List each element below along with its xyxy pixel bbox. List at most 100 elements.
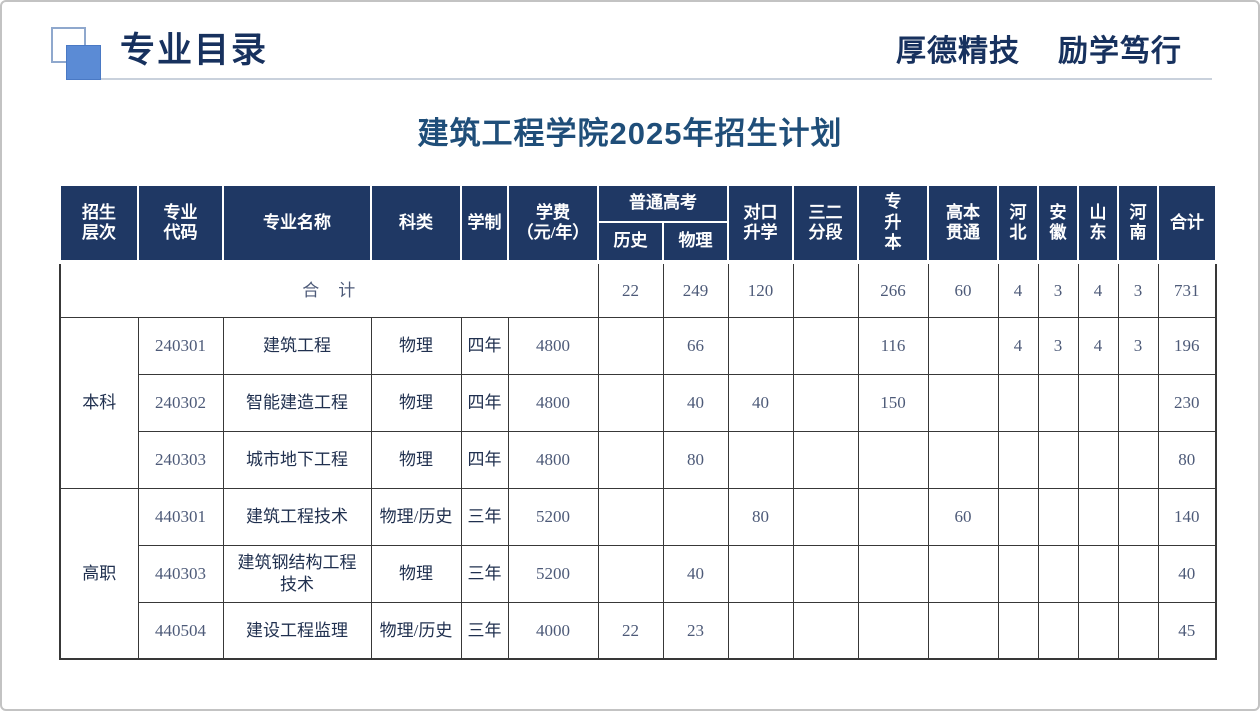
cell bbox=[727, 430, 794, 489]
col-header-sanerduan: 三二 分段 bbox=[792, 184, 859, 262]
cell bbox=[1037, 601, 1079, 660]
cell bbox=[1077, 487, 1119, 546]
col-header-tuition: 学费 （元/年） bbox=[507, 184, 599, 262]
cell-tuition: 4800 bbox=[507, 373, 599, 432]
cell bbox=[997, 487, 1039, 546]
cell bbox=[927, 544, 999, 603]
cell-category: 物理/历史 bbox=[370, 487, 462, 546]
cell bbox=[1117, 487, 1159, 546]
table-row: 高职 440301 建筑工程技术 物理/历史 三年 5200 80 60 140 bbox=[59, 487, 1217, 660]
col-header-anhui: 安 徽 bbox=[1037, 184, 1079, 262]
col-header-henan: 河 南 bbox=[1117, 184, 1159, 262]
col-header-duration: 学制 bbox=[460, 184, 509, 262]
cell bbox=[857, 487, 929, 546]
cell bbox=[1077, 601, 1119, 660]
col-header-category: 科类 bbox=[370, 184, 462, 262]
cell: 4 bbox=[1077, 264, 1119, 318]
cell: 3 bbox=[1037, 264, 1079, 318]
table-row-total: 合 计 22 249 120 266 60 4 3 4 3 731 bbox=[59, 264, 1217, 318]
cell: 23 bbox=[662, 601, 729, 660]
cell: 266 bbox=[857, 264, 929, 318]
cell: 120 bbox=[727, 264, 794, 318]
cell bbox=[792, 316, 859, 375]
cell bbox=[997, 373, 1039, 432]
cell bbox=[1117, 601, 1159, 660]
cell: 80 bbox=[1157, 430, 1217, 489]
cell: 4 bbox=[997, 316, 1039, 375]
cell bbox=[927, 373, 999, 432]
col-header-level: 招生 层次 bbox=[59, 184, 139, 262]
table-row: 240303 城市地下工程 物理 四年 4800 80 80 bbox=[60, 430, 1217, 489]
cell-tuition: 5200 bbox=[507, 544, 599, 603]
cell-name: 建筑工程技术 bbox=[222, 487, 372, 546]
cell-code: 240302 bbox=[137, 373, 224, 432]
col-header-code: 专业 代码 bbox=[137, 184, 224, 262]
table-row: 240302 智能建造工程 物理 四年 4800 40 40 150 230 bbox=[60, 373, 1217, 432]
cell-code: 240303 bbox=[137, 430, 224, 489]
cell bbox=[857, 544, 929, 603]
cell-name: 城市地下工程 bbox=[222, 430, 372, 489]
cell: 60 bbox=[927, 487, 999, 546]
cell: 249 bbox=[662, 264, 729, 318]
cell-duration: 四年 bbox=[460, 373, 509, 432]
col-header-name: 专业名称 bbox=[222, 184, 372, 262]
cell bbox=[727, 316, 794, 375]
cell-category: 物理 bbox=[370, 316, 462, 375]
cell: 22 bbox=[597, 264, 664, 318]
cell bbox=[1077, 544, 1119, 603]
cell-duration: 四年 bbox=[460, 430, 509, 489]
school-motto: 厚德精技 励学笃行 bbox=[896, 26, 1182, 70]
cell bbox=[597, 430, 664, 489]
cell: 40 bbox=[727, 373, 794, 432]
cell bbox=[792, 264, 859, 318]
cell: 80 bbox=[662, 430, 729, 489]
cell bbox=[857, 601, 929, 660]
cell bbox=[792, 601, 859, 660]
cell-duration: 三年 bbox=[460, 544, 509, 603]
cell-category: 物理 bbox=[370, 544, 462, 603]
cell bbox=[1117, 373, 1159, 432]
cell-tuition: 4000 bbox=[507, 601, 599, 660]
cell bbox=[1117, 430, 1159, 489]
enrollment-table-body: 合 计 22 249 120 266 60 4 3 4 3 731 本科 240… bbox=[59, 264, 1217, 660]
cell: 3 bbox=[1037, 316, 1079, 375]
cell bbox=[597, 373, 664, 432]
cell-duration: 三年 bbox=[460, 601, 509, 660]
cell bbox=[597, 487, 664, 546]
cell: 40 bbox=[1157, 544, 1217, 603]
cell bbox=[792, 544, 859, 603]
cell-name: 智能建造工程 bbox=[222, 373, 372, 432]
cell bbox=[1077, 373, 1119, 432]
cell-duration: 三年 bbox=[460, 487, 509, 546]
cell bbox=[792, 373, 859, 432]
cell: 150 bbox=[857, 373, 929, 432]
cell bbox=[997, 544, 1039, 603]
cell: 60 bbox=[927, 264, 999, 318]
table-row: 本科 240301 建筑工程 物理 四年 4800 66 116 4 3 4 3… bbox=[59, 316, 1217, 489]
cell bbox=[1037, 487, 1079, 546]
cell: 45 bbox=[1157, 601, 1217, 660]
col-header-total: 合计 bbox=[1157, 184, 1217, 262]
cell bbox=[792, 487, 859, 546]
col-header-duikou: 对口 升学 bbox=[727, 184, 794, 262]
cell: 4 bbox=[1077, 316, 1119, 375]
cell: 40 bbox=[662, 544, 729, 603]
group-label-undergrad: 本科 bbox=[59, 316, 139, 489]
col-header-physics: 物理 bbox=[662, 221, 729, 262]
cell bbox=[662, 487, 729, 546]
cell-duration: 四年 bbox=[460, 316, 509, 375]
cell: 66 bbox=[662, 316, 729, 375]
col-header-history: 历史 bbox=[597, 221, 664, 262]
cell-tuition: 4800 bbox=[507, 316, 599, 375]
cell bbox=[997, 601, 1039, 660]
cell bbox=[1117, 544, 1159, 603]
cell bbox=[597, 316, 664, 375]
cell-category: 物理 bbox=[370, 373, 462, 432]
header-divider bbox=[94, 78, 1212, 80]
cell bbox=[1037, 373, 1079, 432]
motto-left: 厚德精技 bbox=[896, 35, 1020, 68]
table-row: 440303 建筑钢结构工程 技术 物理 三年 5200 40 40 bbox=[60, 544, 1217, 603]
cell-name: 建筑工程 bbox=[222, 316, 372, 375]
cell bbox=[1037, 430, 1079, 489]
cell: 230 bbox=[1157, 373, 1217, 432]
